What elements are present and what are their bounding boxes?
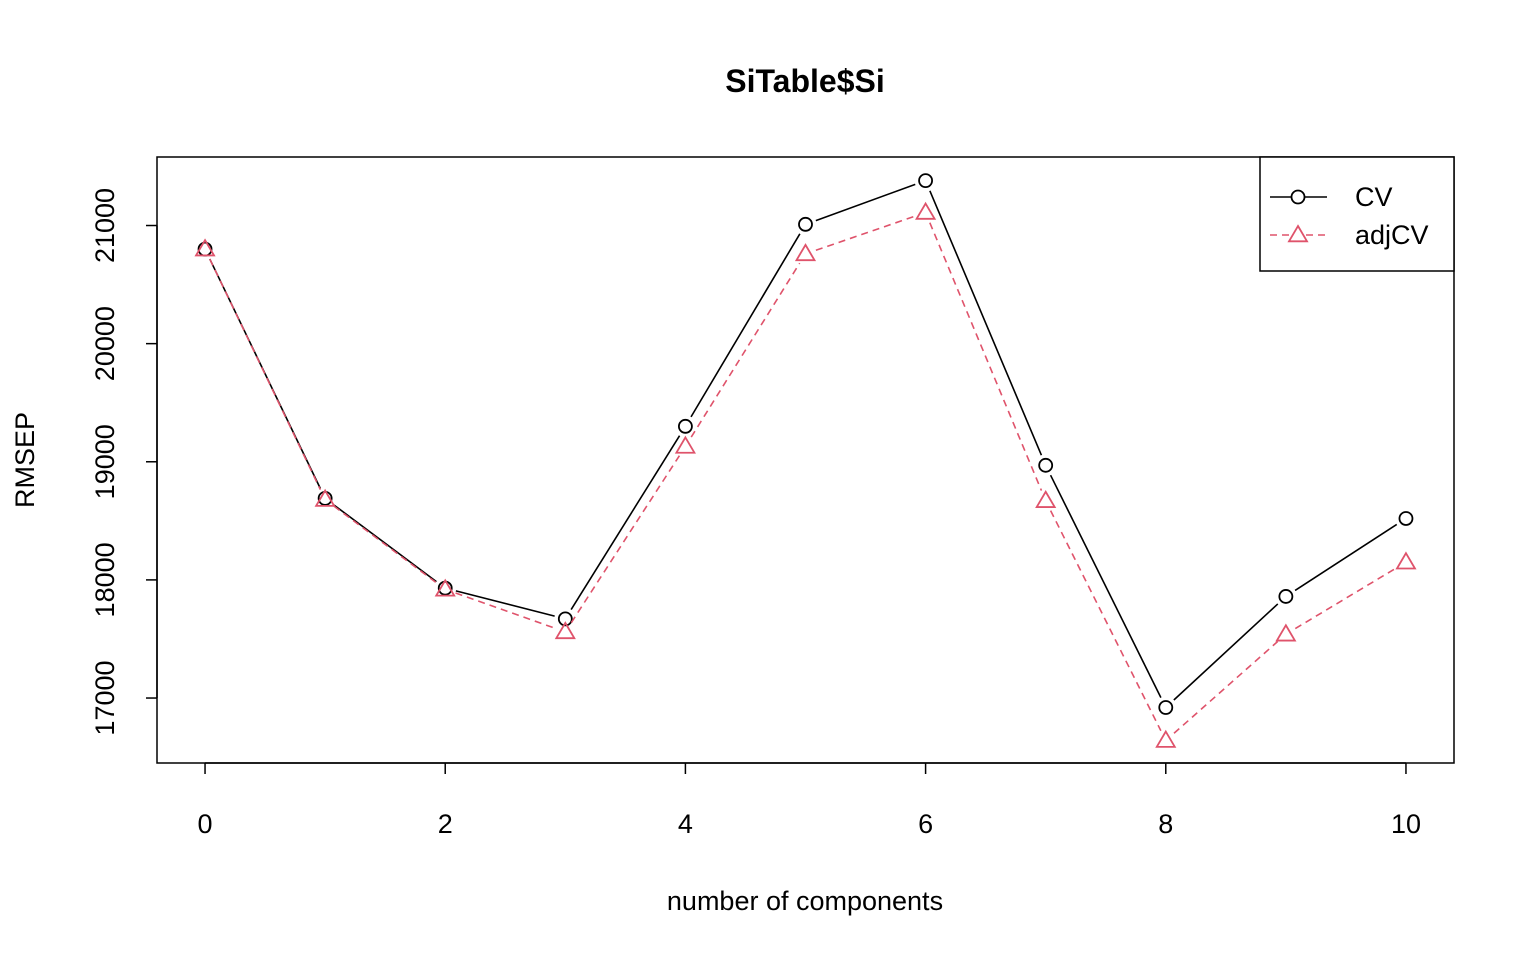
CV-line-segment (815, 183, 916, 222)
adjCV-point (1155, 729, 1177, 748)
adjCV-line-segment (1049, 510, 1162, 732)
CV-point (678, 418, 693, 434)
adjCV-point (314, 488, 336, 507)
CV-line-segment (1173, 603, 1279, 701)
CV-line-segment (455, 590, 555, 617)
x-tick-label: 8 (1158, 809, 1173, 839)
y-tick-label: 19000 (90, 424, 120, 499)
y-axis: 17000 18000 19000 20000 21000 (90, 188, 158, 736)
x-tick-label: 6 (918, 809, 933, 839)
adjCV-line-segment (929, 222, 1043, 491)
CV-line-segment (1049, 474, 1162, 698)
adjCV-line-segment (1173, 640, 1279, 734)
adjCV-point (674, 435, 696, 454)
x-axis: 0 2 4 6 8 10 (198, 762, 1421, 839)
CV-point (1038, 457, 1054, 473)
x-tick-label: 4 (678, 809, 693, 839)
legend-item-adjCV: adjCV (1270, 220, 1429, 250)
CV-point (918, 173, 933, 189)
adjCV-point (1395, 551, 1417, 570)
chart-title: SiTable$Si (725, 63, 884, 99)
adjCV-line-segment (209, 258, 322, 491)
y-tick-label: 17000 (90, 660, 120, 735)
y-tick-label: 20000 (90, 306, 120, 381)
adjCV-line-segment (815, 215, 916, 252)
series-CV (197, 173, 1414, 715)
legend-box (1259, 156, 1455, 272)
adjCV-point (194, 238, 216, 257)
CV-line-segment (690, 233, 801, 418)
series-layer (194, 173, 1417, 748)
CV-line-segment (333, 504, 437, 583)
x-axis-label: number of components (667, 886, 943, 916)
adjCV-line-segment (1294, 567, 1397, 630)
CV-point (798, 216, 813, 232)
legend-marker (1287, 224, 1309, 243)
adjCV-line-segment (333, 505, 437, 584)
legend: CV adjCV (1259, 156, 1455, 272)
CV-line-segment (570, 435, 681, 610)
adjCV-point (915, 201, 937, 220)
x-tick-label: 2 (438, 809, 453, 839)
legend-label: adjCV (1355, 220, 1429, 250)
adjCV-point (1275, 623, 1297, 642)
legend-marker (1290, 189, 1306, 205)
adjCV-point (794, 243, 817, 262)
CV-point (557, 611, 573, 627)
adjCV-line-segment (455, 592, 556, 629)
adjCV-point (554, 621, 576, 640)
legend-item-CV: CV (1270, 182, 1393, 212)
CV-line-segment (1294, 523, 1398, 592)
y-axis-label: RMSEP (10, 412, 40, 508)
y-tick-label: 21000 (90, 188, 120, 263)
adjCV-point (434, 578, 456, 597)
plot-frame (156, 156, 1455, 764)
CV-point (1278, 589, 1294, 604)
CV-line-segment (929, 190, 1043, 456)
y-tick-label: 18000 (90, 542, 120, 617)
series-adjCV (194, 201, 1417, 748)
adjCV-line-segment (690, 262, 801, 438)
CV-point (1158, 700, 1174, 715)
adjCV-point (1035, 489, 1057, 508)
x-tick-label: 10 (1391, 809, 1421, 839)
adjCV-line-segment (570, 455, 681, 624)
x-tick-label: 0 (198, 809, 213, 839)
CV-point (1398, 511, 1414, 526)
legend-label: CV (1355, 182, 1393, 212)
